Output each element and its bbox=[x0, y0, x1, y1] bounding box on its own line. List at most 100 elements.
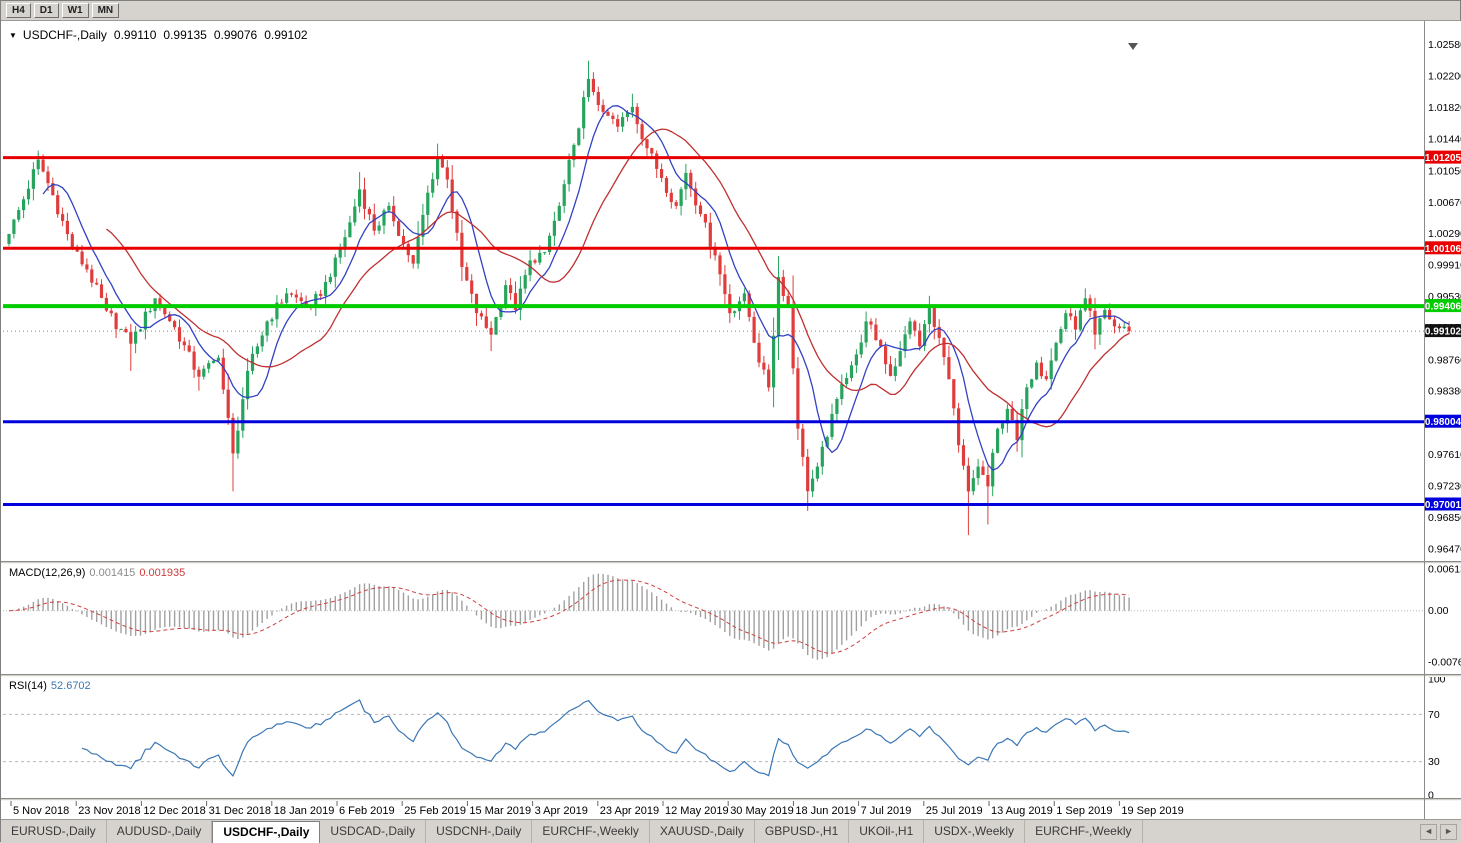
chart-tab-xauusd-daily[interactable]: XAUUSD-,Daily bbox=[650, 820, 755, 843]
chart-area[interactable]: 1.02580 1.02200 1.01820 1.01440 1.01050 1.006… bbox=[1, 21, 1461, 819]
price-axis-label: 1.01820 bbox=[1428, 102, 1461, 114]
price-chart-svg[interactable]: 1.02580 1.02200 1.01820 1.01440 1.01050 1.006… bbox=[1, 21, 1461, 819]
tab-scroll-controls: ◄ ► bbox=[1415, 820, 1461, 843]
date-axis-label: 13 Aug 2019 bbox=[991, 805, 1053, 817]
date-axis-label: 5 Nov 2018 bbox=[13, 805, 69, 817]
ohlc-open: 0.99110 bbox=[113, 28, 157, 42]
chart-tab-eurusd-daily[interactable]: EURUSD-,Daily bbox=[1, 820, 107, 843]
timeframe-button-mn[interactable]: MN bbox=[91, 3, 120, 18]
svg-text:0.99406: 0.99406 bbox=[1425, 302, 1461, 313]
rsi-value: 52.6702 bbox=[50, 680, 91, 692]
chart-tab-eurchf-weekly[interactable]: EURCHF-,Weekly bbox=[532, 820, 650, 843]
rsi-axis-label: 70 bbox=[1428, 709, 1440, 721]
macd-signal-line bbox=[8, 579, 1130, 654]
chart-tab-audusd-daily[interactable]: AUDUSD-,Daily bbox=[107, 820, 213, 843]
chart-tab-eurchf-weekly[interactable]: EURCHF-,Weekly bbox=[1025, 820, 1143, 843]
date-axis-label: 15 Mar 2019 bbox=[469, 805, 531, 817]
tab-scroll-right-button[interactable]: ► bbox=[1440, 823, 1457, 840]
date-axis-label: 31 Dec 2018 bbox=[209, 805, 271, 817]
tab-scroll-left-button[interactable]: ◄ bbox=[1420, 823, 1438, 840]
chart-tab-usdx-weekly[interactable]: USDX-,Weekly bbox=[924, 820, 1026, 843]
date-axis-label: 1 Sep 2019 bbox=[1056, 805, 1112, 817]
level-price-tag bbox=[1425, 299, 1461, 313]
date-axis-label: 18 Jan 2019 bbox=[274, 805, 335, 817]
panel-splitter[interactable] bbox=[1, 561, 1461, 564]
candles bbox=[7, 60, 1131, 536]
level-price-tag bbox=[1425, 150, 1461, 164]
date-axis-label: 3 Apr 2019 bbox=[535, 805, 588, 817]
price-axis-label: 1.01440 bbox=[1428, 133, 1461, 145]
macd-main-value: 0.001415 bbox=[89, 567, 136, 579]
horizontal-level-lines bbox=[3, 156, 1424, 506]
rsi-line bbox=[81, 699, 1130, 777]
chart-shift-marker-icon[interactable] bbox=[1128, 43, 1138, 50]
chart-tab-gbpusd-h1[interactable]: GBPUSD-,H1 bbox=[755, 820, 850, 843]
level-price-tag bbox=[1425, 414, 1461, 428]
macd-axis-label: 0.00613 bbox=[1428, 564, 1461, 576]
svg-text:1.01205: 1.01205 bbox=[1425, 153, 1461, 164]
level-price-tag bbox=[1425, 241, 1461, 255]
ohlc-high: 0.99135 bbox=[163, 28, 207, 42]
chart-tabs: EURUSD-,Daily AUDUSD-,Daily USDCHF-,Daily U… bbox=[1, 820, 1143, 843]
timeframe-button-d1[interactable]: D1 bbox=[33, 3, 59, 18]
date-axis-label: 25 Feb 2019 bbox=[404, 805, 466, 817]
svg-text:0.98004: 0.98004 bbox=[1425, 417, 1461, 428]
chart-tab-usdchf-daily[interactable]: USDCHF-,Daily bbox=[212, 821, 321, 843]
price-axis[interactable]: 1.02580 1.02200 1.01820 1.01440 1.01050 1.006… bbox=[1425, 39, 1461, 802]
timeframe-toolbar: H4 D1 W1 MN bbox=[1, 1, 1460, 21]
panel-splitter[interactable] bbox=[1, 798, 1461, 801]
date-axis-label: 23 Nov 2018 bbox=[78, 805, 140, 817]
chart-header: ▼ USDCHF-,Daily 0.99110 0.99135 0.99076 … bbox=[9, 28, 308, 42]
level-price-tag bbox=[1425, 497, 1461, 511]
panel-splitters[interactable] bbox=[1, 561, 1461, 801]
macd-signal-value: 0.001935 bbox=[139, 567, 186, 579]
moving-averages bbox=[42, 105, 1130, 471]
date-axis-label: 30 May 2019 bbox=[730, 805, 794, 817]
rsi-name: RSI(14) bbox=[9, 680, 47, 692]
price-axis-label: 1.01050 bbox=[1428, 165, 1461, 177]
timeframe-button-w1[interactable]: W1 bbox=[61, 3, 89, 18]
chart-tab-usdcnh-daily[interactable]: USDCNH-,Daily bbox=[426, 820, 533, 843]
rsi-panel bbox=[3, 699, 1424, 777]
date-axis-label: 25 Jul 2019 bbox=[926, 805, 983, 817]
date-axis[interactable]: 5 Nov 2018 23 Nov 2018 12 Dec 2018 31 Dec 2… bbox=[10, 801, 1184, 817]
panel-splitter[interactable] bbox=[1, 674, 1461, 677]
symbol-dropdown-icon[interactable]: ▼ bbox=[9, 30, 17, 40]
svg-text:0.97001: 0.97001 bbox=[1425, 500, 1461, 511]
current-price-tag bbox=[1425, 324, 1461, 338]
chart-tab-ukoil-h1[interactable]: UKOil-,H1 bbox=[849, 820, 925, 843]
macd-indicator-label: MACD(12,26,9) 0.001415 0.001935 bbox=[9, 567, 185, 579]
ma-8-line bbox=[42, 105, 1130, 471]
chart-tab-usdcad-daily[interactable]: USDCAD-,Daily bbox=[320, 820, 427, 843]
macd-panel bbox=[3, 573, 1424, 660]
date-axis-label: 12 Dec 2018 bbox=[143, 805, 205, 817]
date-axis-label: 23 Apr 2019 bbox=[600, 805, 659, 817]
svg-text:0.99102: 0.99102 bbox=[1425, 327, 1461, 338]
rsi-axis-label: 0 bbox=[1428, 790, 1434, 802]
price-axis-label: 1.00670 bbox=[1428, 197, 1461, 209]
date-axis-label: 18 Jun 2019 bbox=[795, 805, 856, 817]
price-axis-label: 1.02580 bbox=[1428, 39, 1461, 51]
rsi-indicator-label: RSI(14) 52.6702 bbox=[9, 680, 91, 692]
ohlc-low: 0.99076 bbox=[213, 28, 258, 42]
price-axis-label: 1.02200 bbox=[1428, 71, 1461, 83]
timeframe-button-h4[interactable]: H4 bbox=[6, 3, 31, 18]
svg-text:1.00106: 1.00106 bbox=[1425, 244, 1461, 255]
macd-axis-label: 0.00 bbox=[1428, 605, 1449, 617]
date-axis-label: 19 Sep 2019 bbox=[1121, 805, 1183, 817]
chart-symbol-label: USDCHF-,Daily bbox=[22, 28, 107, 42]
macd-name: MACD(12,26,9) bbox=[9, 567, 86, 579]
chart-tab-bar: EURUSD-,Daily AUDUSD-,Daily USDCHF-,Daily U… bbox=[1, 819, 1461, 843]
date-axis-label: 7 Jul 2019 bbox=[861, 805, 912, 817]
ma-21-line bbox=[106, 128, 1130, 428]
date-axis-label: 12 May 2019 bbox=[665, 805, 729, 817]
